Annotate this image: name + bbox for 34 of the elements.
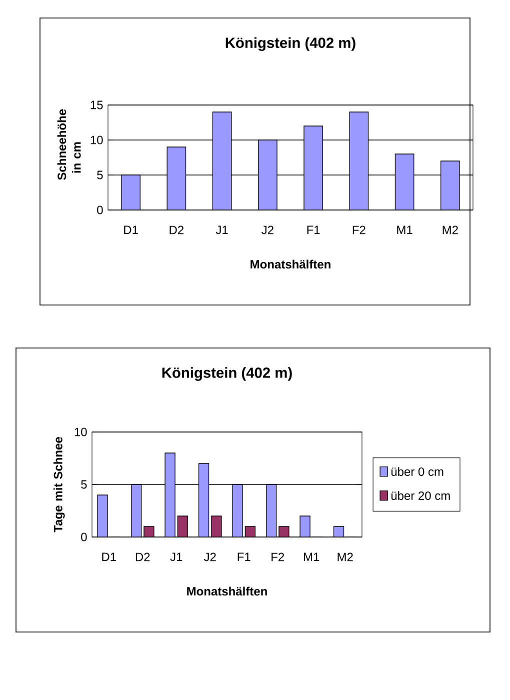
bar [198,463,209,537]
y-axis-title: Schneehöhe in cm [57,109,81,180]
x-tick-label: J1 [216,226,228,234]
x-tick-label: M2 [442,226,458,234]
x-tick-label: F2 [272,552,284,562]
x-axis-title: Monatshälften [250,260,330,269]
y-axis-title: Tage mit Schnee [54,437,65,532]
chart-title: Königstein (402 m) [162,367,292,381]
x-axis-title: Monatshälften [187,586,267,596]
bar [266,484,276,537]
x-tick-label: D2 [170,226,184,234]
x-tick-label: J1 [170,552,182,562]
y-tick-label: 15 [90,100,103,110]
x-tick-label: M1 [304,552,320,561]
bar [131,484,142,537]
legend-label: über 0 cm [391,467,444,476]
x-tick-label: D2 [136,552,150,562]
chart-title: Königstein (402 m) [226,37,356,51]
x-tick-label: D1 [124,226,138,234]
x-tick-label: F1 [238,552,250,561]
y-tick-label: 10 [90,136,103,144]
y-tick-label: 0 [97,206,103,214]
x-tick-label: F2 [352,226,366,234]
y-tick-label: 0 [81,532,87,542]
legend-label: über 20 cm [391,491,450,500]
x-tick-label: J2 [262,226,274,234]
x-tick-label: F1 [307,226,320,234]
x-tick-label: D1 [102,552,116,561]
x-tick-label: J2 [204,552,216,562]
y-tick-label: 5 [81,480,87,489]
x-tick-label: M2 [338,552,353,562]
y-tick-label: 5 [97,170,103,180]
x-tick-label: M1 [397,226,412,234]
y-tick-label: 10 [74,428,87,436]
